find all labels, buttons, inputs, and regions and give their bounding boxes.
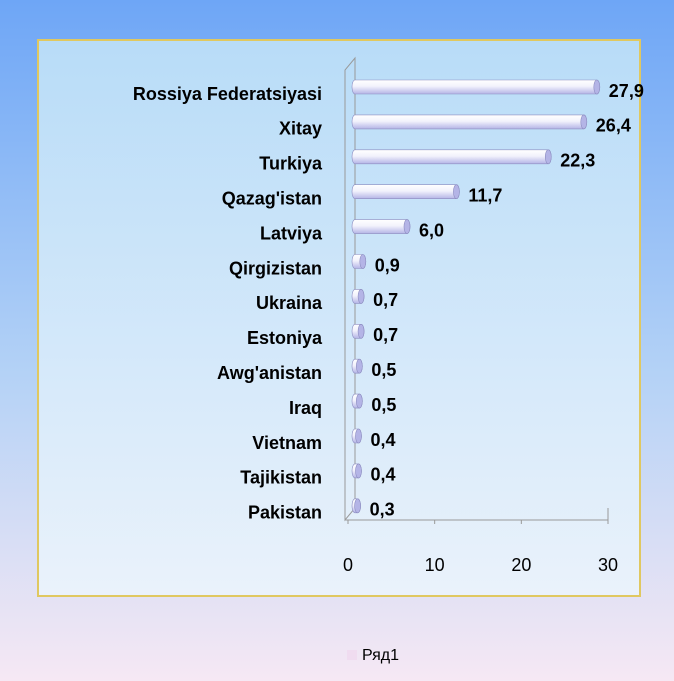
bar-cap <box>357 323 365 339</box>
bar-cap <box>403 219 411 234</box>
bar-cap <box>544 149 552 165</box>
y-tick-label: Awg'anistan <box>217 363 322 383</box>
bar-cap <box>580 114 588 130</box>
value-label: 22,3 <box>560 151 595 171</box>
y-tick-label: Qirgizistan <box>229 258 322 278</box>
x-tick-label: 30 <box>598 555 618 575</box>
y-tick-label: Turkiya <box>259 154 323 174</box>
value-label: 26,4 <box>596 116 631 136</box>
value-label: 0,7 <box>373 290 398 310</box>
bar-cap <box>453 184 460 199</box>
value-label: 0,3 <box>370 500 395 520</box>
bar <box>351 79 601 95</box>
value-label: 0,7 <box>373 325 398 345</box>
y-tick-label: Qazag'istan <box>222 188 322 208</box>
y-tick-label: Tajikistan <box>240 468 322 488</box>
bar <box>351 219 411 234</box>
y-tick-label: Rossiya Federatsiyasi <box>133 84 322 104</box>
x-tick-label: 10 <box>425 555 445 575</box>
value-label: 0,5 <box>371 395 396 415</box>
value-label: 11,7 <box>468 185 502 205</box>
bar-cap <box>356 358 363 374</box>
value-label: 0,4 <box>370 430 395 450</box>
value-label: 0,5 <box>371 360 396 380</box>
bar-cap <box>355 463 362 479</box>
plot-area <box>37 39 641 597</box>
value-label: 0,4 <box>370 465 395 485</box>
x-tick-label: 0 <box>343 555 353 575</box>
y-tick-label: Pakistan <box>248 503 322 523</box>
y-tick-label: Latviya <box>260 223 323 243</box>
legend-swatch <box>347 650 357 660</box>
bar-cap <box>357 289 365 304</box>
y-tick-label: Ukraina <box>256 293 323 313</box>
bar <box>351 114 588 130</box>
value-label: 27,9 <box>609 81 644 101</box>
bar-cap <box>359 254 367 269</box>
value-label: 0,9 <box>375 255 400 275</box>
axis-wall <box>344 56 356 522</box>
bar-cap <box>354 498 361 514</box>
bar-cap <box>355 428 362 444</box>
y-tick-label: Xitay <box>279 119 322 139</box>
y-tick-label: Iraq <box>289 398 322 418</box>
y-tick-label: Vietnam <box>252 433 322 453</box>
y-tick-label: Estoniya <box>247 328 323 348</box>
bar-cap <box>356 393 363 409</box>
bar <box>351 184 460 199</box>
legend-label: Ряд1 <box>362 647 399 664</box>
x-tick-label: 20 <box>511 555 531 575</box>
bar-cap <box>593 79 601 95</box>
bar <box>351 149 552 165</box>
value-label: 6,0 <box>419 220 444 240</box>
